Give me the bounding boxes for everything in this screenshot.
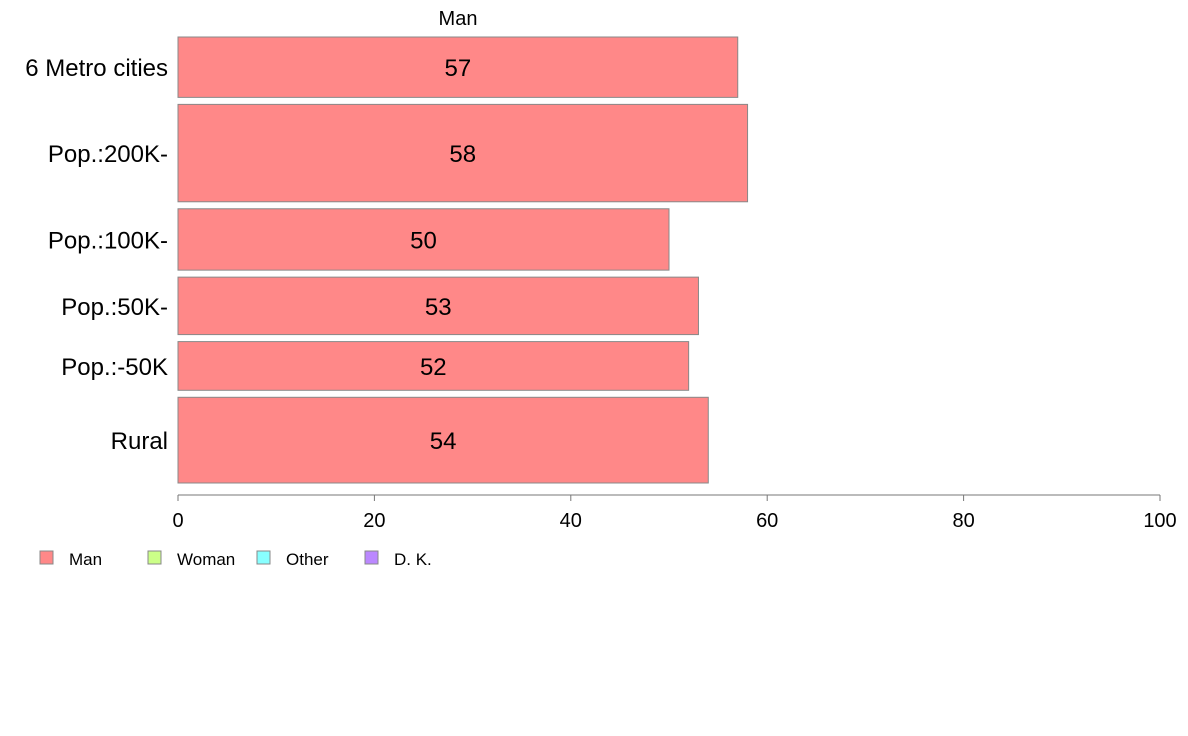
bar-value-label: 50 (410, 227, 437, 254)
bar (177, 208, 670, 271)
bar (177, 103, 749, 203)
x-tick-label: 60 (756, 510, 778, 532)
category-label: Pop.:100K- (48, 227, 168, 254)
category-label: Pop.:200K- (48, 141, 168, 168)
bar (177, 341, 690, 391)
category-label: Rural (111, 428, 168, 455)
bar-value-label: 52 (420, 354, 447, 381)
bar-value-label: 57 (445, 55, 472, 82)
x-axis: 0 20 40 60 80 100 (172, 494, 1177, 532)
bar (177, 36, 739, 98)
x-tick-label: 80 (952, 510, 974, 532)
legend: Man Woman Other D. K. (39, 550, 432, 569)
bar (177, 396, 709, 484)
bars-group: 57 6 Metro cities 58 Pop.:200K- 50 Pop.:100K-… (25, 36, 749, 484)
bar (177, 276, 699, 336)
x-tick-label: 0 (172, 510, 183, 532)
legend-swatch (364, 550, 379, 565)
category-label: Pop.:50K- (61, 294, 168, 321)
x-tick-label: 20 (363, 510, 385, 532)
legend-label: Other (286, 550, 329, 569)
series-title: Man (439, 8, 478, 30)
x-tick-label: 40 (560, 510, 582, 532)
legend-label: Man (69, 550, 102, 569)
category-label: 6 Metro cities (25, 55, 168, 82)
legend-swatch (39, 550, 54, 565)
legend-swatch (147, 550, 162, 565)
category-label: Pop.:-50K (61, 354, 168, 381)
bar-value-label: 53 (425, 294, 452, 321)
x-tick-label: 100 (1143, 510, 1176, 532)
bar-value-label: 58 (449, 141, 476, 168)
legend-label: D. K. (394, 550, 432, 569)
legend-swatch (256, 550, 271, 565)
bar-value-label: 54 (430, 428, 457, 455)
legend-label: Woman (177, 550, 235, 569)
